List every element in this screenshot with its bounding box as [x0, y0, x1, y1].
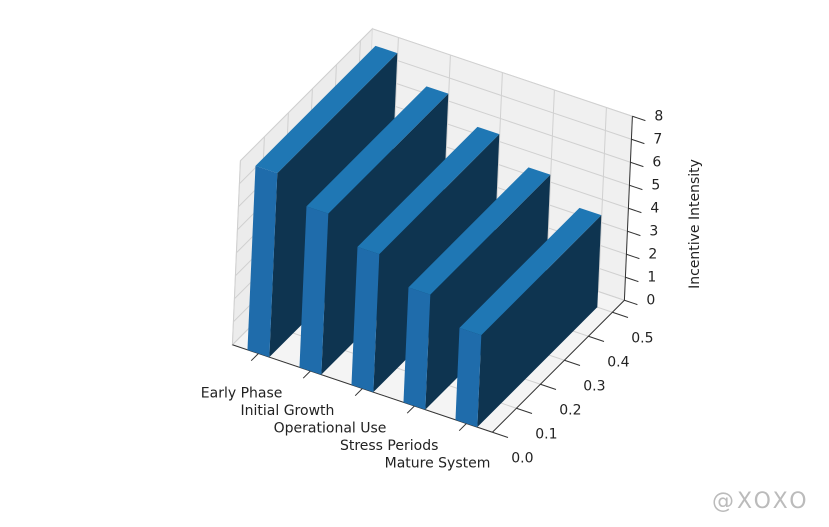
z-tick: [632, 115, 646, 122]
y-tick-label: 0.0: [511, 450, 533, 466]
z-tick-label: 0: [646, 292, 655, 308]
y-tick: [540, 383, 557, 390]
bar-front: [403, 287, 431, 410]
z-axis-label: Incentive Intensity: [687, 159, 703, 289]
z-tick-label: 4: [650, 200, 659, 216]
watermark: @XOXO: [712, 489, 810, 514]
z-tick: [631, 138, 645, 145]
bar-front: [351, 246, 380, 393]
bar-front: [455, 327, 482, 428]
x-tick-label: Mature System: [385, 456, 491, 472]
grid-line: [240, 28, 373, 162]
grid-line: [372, 28, 633, 117]
x-tick: [250, 353, 259, 362]
y-tick-label: 0.4: [607, 354, 629, 370]
y-tick: [588, 335, 605, 342]
bar-top: [255, 45, 398, 174]
x-tick-label: Early Phase: [201, 386, 283, 402]
bar-top: [459, 207, 602, 336]
x-tick: [354, 388, 363, 397]
z-tick: [626, 253, 640, 260]
z-tick-label: 3: [649, 223, 658, 239]
z-tick-label: 7: [653, 131, 662, 147]
z-axis: [623, 116, 633, 301]
bar-front: [299, 206, 329, 375]
y-tick-label: 0.2: [559, 402, 581, 418]
grid-line: [597, 107, 607, 292]
z-tick: [628, 207, 642, 214]
bar-side: [477, 215, 602, 428]
y-tick: [492, 431, 509, 438]
bar-top: [408, 167, 551, 295]
bar-top: [357, 126, 500, 255]
x-tick-label: Operational Use: [274, 421, 387, 437]
z-tick-label: 1: [647, 269, 656, 285]
z-tick: [629, 184, 643, 191]
x-tick: [406, 405, 415, 414]
z-tick: [625, 276, 639, 283]
bar-side: [425, 174, 551, 410]
y-tick: [516, 407, 533, 414]
y-tick-label: 0.3: [583, 378, 605, 394]
z-tick: [630, 161, 644, 168]
y-tick-label: 0.1: [535, 426, 557, 442]
x-tick-label: Stress Periods: [340, 438, 438, 454]
z-tick-label: 6: [652, 154, 661, 170]
bar-front: [247, 165, 278, 358]
z-tick: [624, 299, 638, 306]
z-tick-label: 2: [648, 246, 657, 262]
y-tick: [564, 359, 581, 366]
z-tick-label: 8: [654, 108, 663, 124]
x-tick: [458, 423, 467, 432]
bar-top: [306, 86, 449, 214]
y-tick-label: 0.5: [631, 330, 653, 346]
x-tick-label: Initial Growth: [241, 403, 335, 419]
z-tick: [627, 230, 641, 237]
x-tick: [302, 370, 311, 379]
y-tick: [612, 311, 629, 318]
z-tick-label: 5: [651, 177, 660, 193]
grid-line: [231, 160, 241, 345]
y-axis: [492, 299, 625, 433]
